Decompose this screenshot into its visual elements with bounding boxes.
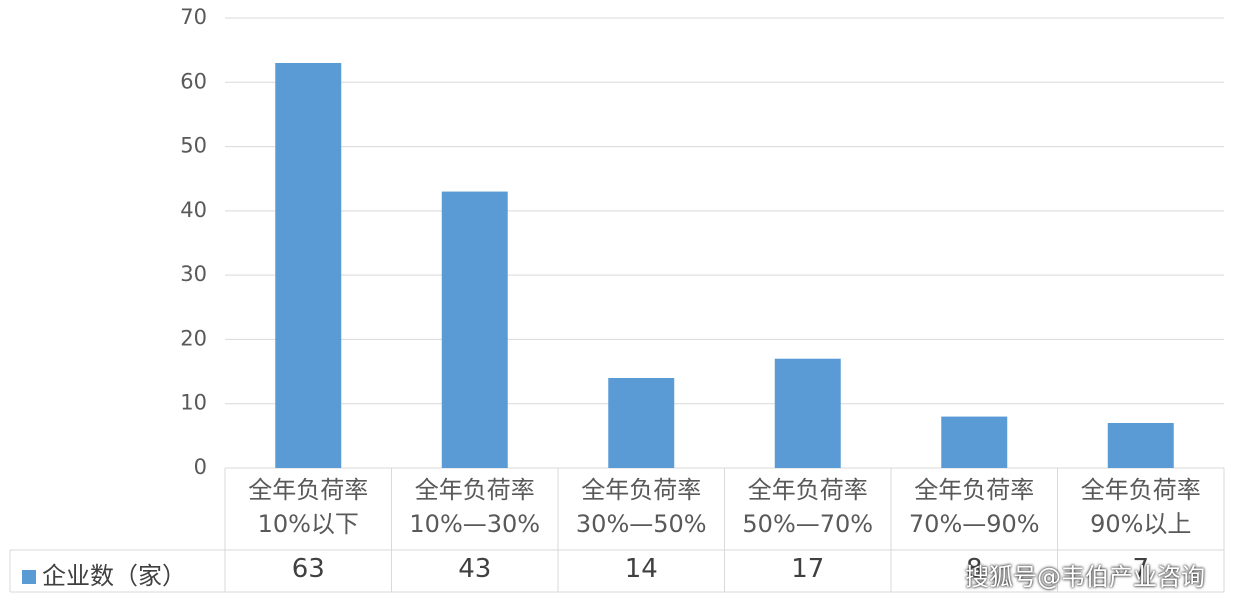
x-tick-label: 全年负荷率 70%—90%: [908, 476, 1040, 538]
legend-swatch: [22, 570, 36, 584]
bar: [608, 378, 675, 468]
y-tick-label: 50: [180, 134, 207, 158]
watermark: 搜狐号@韦伯产业咨询: [965, 563, 1205, 591]
bar: [774, 358, 841, 468]
y-tick-label: 70: [180, 5, 207, 29]
bar: [441, 191, 508, 469]
y-tick-label: 10: [180, 391, 207, 415]
table-value: 63: [291, 554, 325, 584]
legend-entry: 企业数（家）: [22, 556, 186, 591]
table-value: 14: [624, 554, 658, 584]
table-value: 17: [791, 554, 825, 584]
bar: [1107, 423, 1174, 468]
x-tick-label: 全年负荷率 90%以上: [1080, 476, 1201, 538]
y-tick-label: 40: [180, 198, 207, 222]
table-value: 43: [458, 554, 492, 584]
bar: [275, 63, 342, 468]
x-tick-label: 全年负荷率 50%—70%: [742, 476, 874, 538]
x-tick-label: 全年负荷率 10%—30%: [409, 476, 541, 538]
y-tick-label: 20: [180, 326, 207, 350]
table-value: 8: [965, 554, 983, 584]
x-tick-label: 全年负荷率 30%—50%: [575, 476, 707, 538]
table-value: 7: [1132, 554, 1150, 584]
legend-label: 企业数（家）: [42, 562, 186, 590]
bar: [941, 416, 1008, 468]
y-tick-label: 60: [180, 69, 207, 93]
y-tick-label: 0: [194, 455, 207, 479]
y-tick-label: 30: [180, 262, 207, 286]
x-tick-label: 全年负荷率 10%以下: [248, 476, 369, 538]
